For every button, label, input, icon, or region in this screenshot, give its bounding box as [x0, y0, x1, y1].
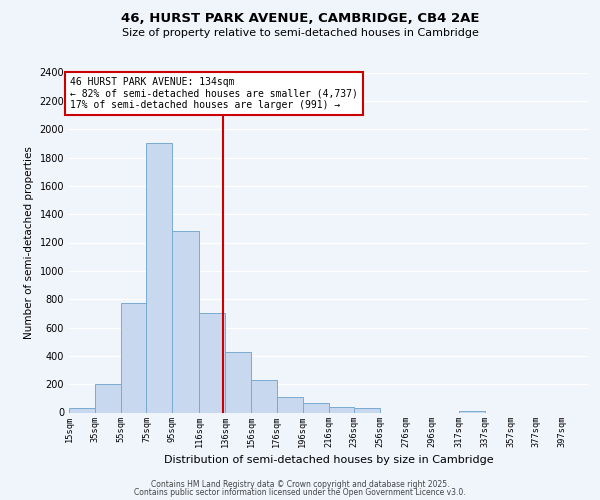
Text: 46, HURST PARK AVENUE, CAMBRIDGE, CB4 2AE: 46, HURST PARK AVENUE, CAMBRIDGE, CB4 2A… [121, 12, 479, 26]
Bar [459, 411, 485, 412]
Bar [146, 144, 172, 412]
Text: Size of property relative to semi-detached houses in Cambridge: Size of property relative to semi-detach… [122, 28, 478, 38]
Bar [251, 380, 277, 412]
Bar [355, 408, 380, 412]
Bar [277, 397, 302, 412]
Text: Contains public sector information licensed under the Open Government Licence v3: Contains public sector information licen… [134, 488, 466, 497]
Bar [95, 384, 121, 412]
Text: 46 HURST PARK AVENUE: 134sqm
← 82% of semi-detached houses are smaller (4,737)
1: 46 HURST PARK AVENUE: 134sqm ← 82% of se… [70, 76, 358, 110]
Bar [199, 314, 225, 412]
X-axis label: Distribution of semi-detached houses by size in Cambridge: Distribution of semi-detached houses by … [164, 455, 493, 465]
Bar [302, 404, 329, 412]
Text: Contains HM Land Registry data © Crown copyright and database right 2025.: Contains HM Land Registry data © Crown c… [151, 480, 449, 489]
Bar [69, 408, 95, 412]
Bar [121, 304, 146, 412]
Bar [329, 407, 355, 412]
Bar [225, 352, 251, 412]
Y-axis label: Number of semi-detached properties: Number of semi-detached properties [24, 146, 34, 339]
Bar [172, 231, 199, 412]
